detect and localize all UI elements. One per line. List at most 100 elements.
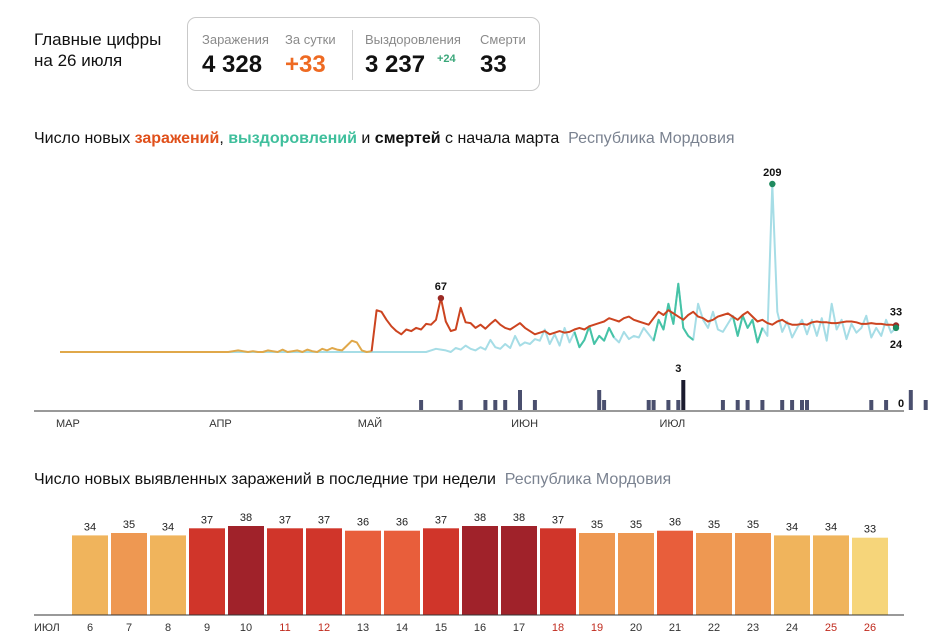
death-bar xyxy=(780,400,785,410)
bar-value-label: 37 xyxy=(435,514,447,526)
stat-infections-value: 4 328 xyxy=(202,51,263,78)
bar xyxy=(267,528,303,615)
death-bar xyxy=(602,400,607,410)
infections-last-label: 33 xyxy=(890,306,902,318)
header-title-line1: Главные цифры xyxy=(34,30,162,49)
bar-value-label: 34 xyxy=(84,521,96,533)
bar-category-label: 16 xyxy=(474,622,486,634)
bar-month-label: ИЮЛ xyxy=(34,622,60,634)
bar xyxy=(384,530,420,615)
death-bar xyxy=(735,400,740,410)
death-bar xyxy=(532,400,537,410)
death-bar xyxy=(646,400,651,410)
bar-value-label: 35 xyxy=(630,519,642,531)
death-bar xyxy=(805,400,809,410)
bar-value-label: 35 xyxy=(591,519,603,531)
bar xyxy=(696,533,732,615)
bar-category-label: 13 xyxy=(357,622,369,634)
death-bar xyxy=(908,390,913,410)
bar-category-label: 12 xyxy=(318,622,330,634)
death-bar xyxy=(458,400,463,410)
chart1-title: Число новых заражений, выздоровлений и с… xyxy=(34,130,735,148)
bar-value-label: 33 xyxy=(864,524,876,536)
bar-value-label: 36 xyxy=(357,517,369,529)
stat-daily-label: За сутки xyxy=(285,32,336,47)
bar-category-label: 22 xyxy=(708,622,720,634)
death-bar xyxy=(483,400,488,410)
death-bar xyxy=(597,390,602,410)
bar-category-label: 14 xyxy=(396,622,408,634)
infections-line-early xyxy=(60,339,372,353)
bar xyxy=(618,533,654,615)
bar xyxy=(540,528,576,615)
bar xyxy=(306,528,342,615)
bar-value-label: 38 xyxy=(513,512,525,524)
bar-category-label: 9 xyxy=(204,622,210,634)
bar xyxy=(852,537,888,615)
bar-category-label: 18 xyxy=(552,622,564,634)
death-bar xyxy=(676,400,681,410)
deaths-peak-label: 3 xyxy=(675,363,681,375)
bar-category-label: 7 xyxy=(126,622,132,634)
death-bar xyxy=(681,380,686,410)
bar-category-label: 8 xyxy=(165,622,171,634)
bar-value-label: 37 xyxy=(279,514,291,526)
bar xyxy=(579,533,615,615)
bar xyxy=(72,535,108,615)
deaths-last-label: 0 xyxy=(898,398,904,410)
chart1-title-and: и xyxy=(356,130,375,147)
death-bar xyxy=(790,400,795,410)
death-bar xyxy=(720,400,725,410)
infections-peak-dot xyxy=(437,294,445,302)
bar-labels: 34 6 35 7 34 8 37 9 38 10 37 11 37 12 36 13 36 14 37 15 38 16… xyxy=(34,512,876,634)
stat-recovered-value: 3 237 xyxy=(365,51,426,78)
death-bar xyxy=(760,400,765,410)
recoveries-line xyxy=(573,282,764,349)
chart2-title-text: Число новых выявленных заражений в после… xyxy=(34,471,496,488)
stat-deaths-label: Смерти xyxy=(480,32,526,47)
stat-recovered-label: Выздоровления xyxy=(365,32,461,47)
bar-category-label: 20 xyxy=(630,622,642,634)
stats-divider xyxy=(352,30,353,80)
infections-line xyxy=(370,297,897,352)
stat-daily-value: +33 xyxy=(285,51,326,78)
chart1-title-deaths: смертей xyxy=(374,130,441,147)
x-tick-label: ИЮН xyxy=(511,418,538,430)
header-title: Главные цифры на 26 июля xyxy=(34,29,161,71)
x-tick-label: АПР xyxy=(209,418,231,430)
bar-value-label: 34 xyxy=(825,521,837,533)
bar xyxy=(774,535,810,615)
bar xyxy=(150,535,186,615)
bar xyxy=(657,530,693,615)
bar-category-label: 10 xyxy=(240,622,252,634)
death-bar xyxy=(800,400,804,410)
bar-value-label: 37 xyxy=(201,514,213,526)
bar-category-label: 19 xyxy=(591,622,603,634)
bar-value-label: 36 xyxy=(669,517,681,529)
chart1-region: Республика Мордовия xyxy=(568,130,735,147)
x-tick-label: МАЙ xyxy=(358,417,382,430)
bars xyxy=(72,526,888,615)
recoveries-peak-dot xyxy=(769,180,776,188)
x-tick-label: ИЮЛ xyxy=(660,418,686,430)
deaths-bars xyxy=(419,380,928,410)
bar-category-label: 21 xyxy=(669,622,681,634)
death-bar xyxy=(493,400,498,410)
death-bar xyxy=(884,400,889,410)
bar xyxy=(735,533,771,615)
bar-chart: 34 6 35 7 34 8 37 9 38 10 37 11 37 12 36 13 36 14 37 15 38 16… xyxy=(34,512,904,634)
chart2-title: Число новых выявленных заражений в после… xyxy=(34,471,671,489)
bar-value-label: 35 xyxy=(747,519,759,531)
bar xyxy=(813,535,849,615)
chart1-title-part1: Число новых xyxy=(34,130,135,147)
bar-value-label: 35 xyxy=(123,519,135,531)
stats-panel: Заражения 4 328 За сутки +33 Выздоровлен… xyxy=(187,17,540,91)
chart2-region: Республика Мордовия xyxy=(504,471,672,488)
bar-value-label: 36 xyxy=(396,517,408,529)
death-bar xyxy=(419,400,424,410)
bar xyxy=(111,533,147,615)
chart1-title-recoveries: выздоровлений xyxy=(228,130,357,147)
bar-value-label: 34 xyxy=(786,521,798,533)
